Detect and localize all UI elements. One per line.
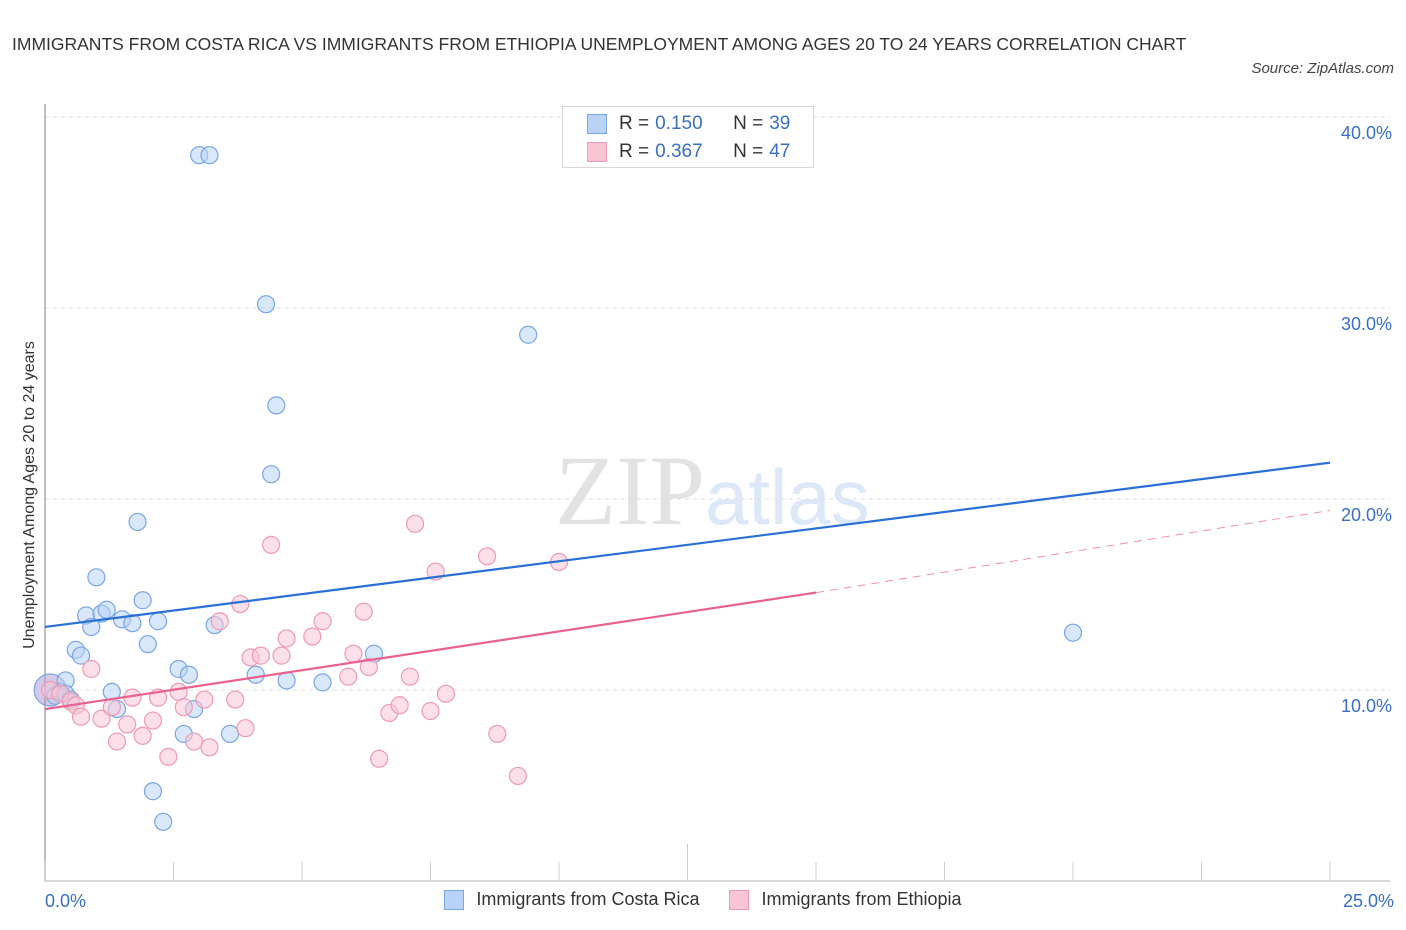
watermark-zip: ZIP: [555, 435, 705, 546]
data-point: [488, 724, 507, 744]
data-point: [436, 684, 456, 703]
data-point: [210, 612, 229, 631]
ethiopia-swatch-icon: [587, 142, 607, 162]
x-tick-min: 0.0%: [45, 891, 87, 911]
ethiopia-trend-extension: [815, 509, 1331, 594]
data-point: [262, 535, 281, 554]
data-point: [102, 698, 121, 717]
data-point: [272, 646, 291, 665]
data-point: [251, 646, 270, 665]
data-point: [267, 396, 286, 415]
data-point: [174, 698, 193, 717]
data-point: [138, 635, 157, 654]
data-point: [82, 659, 101, 679]
n-label: N =: [733, 113, 764, 134]
costa-rica-swatch-icon: [444, 889, 465, 910]
axes: [44, 104, 1390, 882]
data-point: [277, 629, 296, 648]
data-point: [184, 732, 204, 751]
r-label: R =: [619, 113, 650, 134]
legend-row-ethiopia: R = 0.367 N = 47: [587, 140, 790, 164]
data-point: [354, 602, 373, 621]
correlation-legend: R = 0.150 N = 39 R = 0.367 N = 47: [562, 106, 814, 168]
ethiopia-swatch-icon: [729, 889, 750, 910]
data-point: [405, 514, 425, 533]
legend-item-costa-rica[interactable]: Immigrants from Costa Rica: [444, 889, 699, 910]
data-point: [313, 612, 332, 631]
x-tick-max: 25.0%: [1342, 891, 1394, 911]
data-point: [1063, 623, 1083, 642]
data-point: [200, 146, 219, 165]
n-value: 47: [769, 141, 791, 162]
ethiopia-trend-line: [44, 591, 817, 711]
data-point: [71, 646, 91, 665]
y-tick-30: 30.0%: [1340, 314, 1392, 334]
data-point: [344, 644, 363, 663]
costa-rica-trend-line: [44, 461, 1331, 629]
y-tick-40: 40.0%: [1340, 123, 1392, 143]
data-point: [97, 600, 116, 619]
data-point: [226, 690, 245, 709]
data-point: [390, 696, 409, 715]
legend-item-ethiopia[interactable]: Immigrants from Ethiopia: [729, 889, 962, 910]
data-point: [262, 465, 281, 484]
data-point: [133, 591, 152, 610]
data-point: [92, 709, 111, 728]
watermark-atlas: atlas: [705, 453, 870, 541]
data-point: [179, 665, 199, 684]
data-point: [123, 614, 142, 633]
legend-label: Immigrants from Ethiopia: [761, 889, 962, 909]
data-point: [169, 682, 188, 702]
r-value: 0.150: [655, 113, 703, 134]
data-point: [477, 547, 497, 566]
data-point: [82, 617, 101, 637]
r-label: R =: [619, 141, 650, 162]
data-point: [339, 667, 358, 686]
data-point: [400, 667, 420, 686]
data-point: [313, 673, 332, 692]
data-point: [519, 325, 538, 344]
r-value: 0.367: [655, 141, 703, 162]
data-point: [370, 749, 389, 768]
data-point: [118, 715, 137, 734]
data-point: [421, 701, 440, 721]
data-point: [236, 719, 255, 738]
data-point: [107, 732, 127, 751]
series-costa-rica-points: [33, 146, 1083, 831]
data-point: [246, 665, 265, 684]
data-point: [128, 512, 147, 532]
data-point: [256, 295, 276, 314]
series-ethiopia-points: [41, 514, 569, 786]
n-value: 39: [769, 113, 791, 134]
data-point: [231, 594, 250, 614]
legend-label: Immigrants from Costa Rica: [476, 889, 700, 909]
n-label: N =: [733, 141, 764, 162]
y-tick-20: 20.0%: [1340, 505, 1392, 525]
data-point: [133, 726, 152, 745]
data-point: [200, 738, 219, 757]
source-label: Source: ZipAtlas.com: [1251, 60, 1394, 77]
data-point: [143, 782, 163, 801]
watermark: ZIPatlas: [555, 440, 870, 547]
data-point: [71, 707, 91, 726]
data-point: [195, 690, 214, 709]
data-point: [359, 657, 378, 677]
costa-rica-swatch-icon: [587, 114, 607, 134]
data-point: [508, 766, 527, 786]
chart-title: IMMIGRANTS FROM COSTA RICA VS IMMIGRANTS…: [12, 34, 1187, 54]
data-point: [148, 612, 168, 631]
data-point: [87, 568, 106, 587]
y-axis-label: Unemployment Among Ages 20 to 24 years: [21, 341, 38, 649]
y-tick-10: 10.0%: [1340, 696, 1392, 716]
legend-row-costa-rica: R = 0.150 N = 39: [587, 112, 790, 136]
data-point: [154, 812, 173, 831]
data-point: [159, 747, 178, 766]
trend-lines: [44, 461, 1331, 711]
series-legend: Immigrants from Costa Rica Immigrants fr…: [0, 889, 1406, 910]
data-point: [143, 711, 163, 730]
data-point: [220, 724, 240, 744]
data-point: [303, 627, 322, 646]
